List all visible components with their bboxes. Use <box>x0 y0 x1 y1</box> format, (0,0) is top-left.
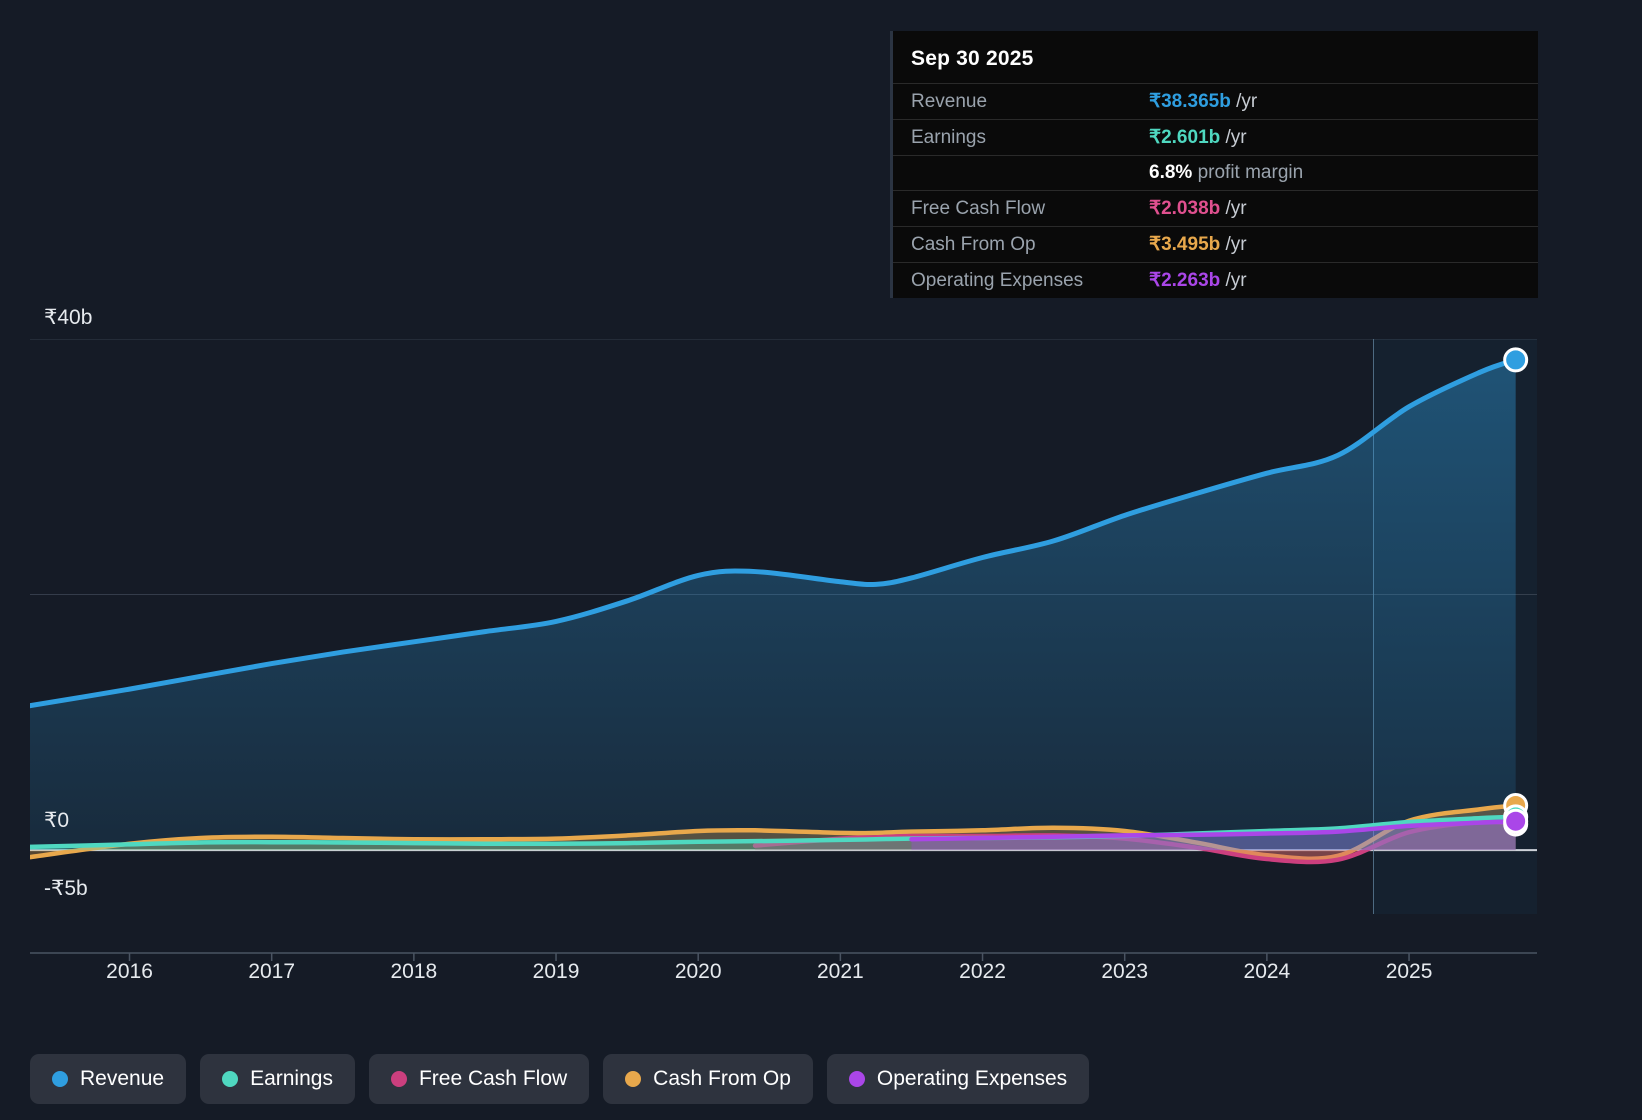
tooltip-row-label: Cash From Op <box>911 233 1036 255</box>
data-tooltip: Sep 30 2025 Revenue ₹38.365b /yr Earnings ₹… <box>890 31 1538 298</box>
legend-dot-icon <box>52 1071 68 1087</box>
series-line <box>27 357 1519 709</box>
legend-item-free-cash-flow[interactable]: Free Cash Flow <box>368 1054 590 1104</box>
chart-svg <box>27 338 1537 914</box>
series-area <box>30 816 1516 851</box>
chart-legend: Revenue Earnings Free Cash Flow Cash From O… <box>30 1054 1090 1104</box>
tooltip-row: Operating Expenses ₹2.263b /yr <box>893 262 1538 299</box>
tooltip-row-value: 6.8% profit margin <box>1149 162 1304 183</box>
series-line <box>909 818 1518 842</box>
y-axis-label-min: -₹5b <box>44 877 88 900</box>
legend-item-operating-expenses[interactable]: Operating Expenses <box>826 1054 1090 1104</box>
tooltip-row-value: ₹38.365b /yr <box>1149 91 1258 112</box>
tooltip-row-label: Revenue <box>911 90 988 112</box>
x-axis-tick-2024: 2024 <box>1243 960 1291 983</box>
series-area <box>30 359 1516 851</box>
tooltip-row-value: ₹2.263b /yr <box>1149 270 1247 291</box>
legend-item-revenue[interactable]: Revenue <box>30 1054 187 1104</box>
legend-item-label: Operating Expenses <box>876 1067 1068 1090</box>
x-axis-labels: 2016 2017 2018 2019 2020 2021 2022 2023 2024 2025 <box>0 952 1642 1000</box>
legend-item-label: Earnings <box>250 1067 333 1090</box>
legend-item-label: Free Cash Flow <box>418 1067 568 1090</box>
legend-item-earnings[interactable]: Earnings <box>200 1054 355 1104</box>
legend-item-label: Revenue <box>80 1067 165 1090</box>
series-endpoint-marker <box>1503 808 1529 834</box>
series-endpoint-marker <box>1503 347 1529 373</box>
tooltip-row: Earnings ₹2.601b /yr <box>893 119 1538 156</box>
tooltip-table: Revenue ₹38.365b /yr Earnings ₹2.601b /yr 6.… <box>893 83 1538 298</box>
legend-dot-icon <box>625 1071 642 1087</box>
y-axis-label-zero: ₹0 <box>44 809 70 832</box>
series-line <box>27 803 1518 861</box>
legend-dot-icon <box>390 1071 407 1087</box>
x-axis-tick-2025: 2025 <box>1385 960 1433 983</box>
tooltip-row: Cash From Op ₹3.495b /yr <box>893 226 1538 263</box>
legend-dot-icon <box>848 1071 865 1087</box>
legend-item-cash-from-op[interactable]: Cash From Op <box>603 1054 813 1104</box>
legend-dot-icon <box>222 1071 239 1087</box>
legend-item-label: Cash From Op <box>653 1067 791 1090</box>
tooltip-row: Revenue ₹38.365b /yr <box>893 83 1538 120</box>
x-axis-tick-2022: 2022 <box>959 960 1006 983</box>
x-axis-tick-2018: 2018 <box>390 960 438 983</box>
tooltip-row: Free Cash Flow ₹2.038b /yr <box>893 190 1538 227</box>
y-axis-label-max: ₹40b <box>44 306 93 329</box>
tooltip-row-label: Earnings <box>911 126 986 148</box>
x-axis-tick-2016: 2016 <box>106 960 153 983</box>
tooltip-row-label: Operating Expenses <box>911 269 1084 291</box>
tooltip-row-value: ₹3.495b /yr <box>1149 234 1247 255</box>
tooltip-row-label <box>893 156 1149 191</box>
x-axis-tick-2017: 2017 <box>248 960 296 983</box>
x-axis-tick-2020: 2020 <box>674 960 722 983</box>
tooltip-row-label: Free Cash Flow <box>911 197 1046 219</box>
tooltip-row: 6.8% profit margin <box>893 155 1538 191</box>
series-line <box>27 814 1518 850</box>
tooltip-date: Sep 30 2025 <box>911 47 1034 70</box>
x-axis-tick-2021: 2021 <box>817 960 864 983</box>
x-axis-tick-2019: 2019 <box>532 960 580 983</box>
plot-area <box>27 338 1537 914</box>
tooltip-row-value: ₹2.601b /yr <box>1149 127 1247 148</box>
x-axis-rule <box>30 952 1537 961</box>
x-axis-tick-2023: 2023 <box>1101 960 1149 983</box>
tooltip-row-value: ₹2.038b /yr <box>1149 198 1247 219</box>
